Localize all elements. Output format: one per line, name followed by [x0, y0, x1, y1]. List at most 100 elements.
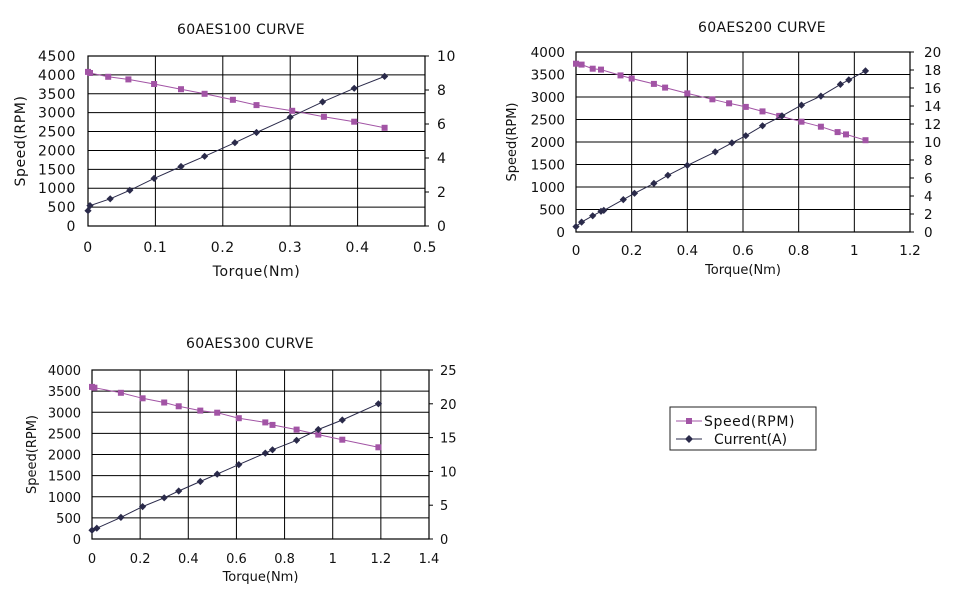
y2-tick-label: 15 — [440, 432, 457, 447]
current-point — [778, 112, 786, 120]
speed-point — [628, 75, 635, 82]
chart-60aes100: 60AES100 CURVE05001000150020002500300035… — [13, 22, 455, 280]
y2-tick-label: 14 — [924, 99, 941, 115]
y2-tick-label: 10 — [924, 135, 941, 151]
speed-point — [381, 124, 388, 131]
y2-tick-label: 10 — [440, 465, 457, 480]
x-axis-label: Torque(Nm) — [212, 264, 301, 280]
speed-point — [598, 66, 604, 73]
y-tick-label: 2000 — [531, 135, 565, 151]
x-tick-label: 0 — [572, 243, 581, 259]
y2-tick-label: 6 — [437, 117, 447, 133]
current-point — [589, 212, 597, 220]
current-point — [261, 449, 269, 457]
current-point — [836, 80, 844, 88]
x-tick-label: 0 — [88, 552, 96, 567]
speed-point — [726, 100, 733, 107]
y2-tick-label: 0 — [440, 533, 448, 548]
x-axis-label: Torque(Nm) — [704, 263, 781, 278]
current-point — [293, 436, 301, 444]
current-point — [86, 202, 94, 210]
y-tick-label: 2500 — [48, 427, 81, 442]
current-point — [235, 461, 243, 469]
y2-tick-label: 4 — [924, 189, 933, 205]
y-tick-label: 3500 — [531, 68, 565, 84]
y-tick-label: 1000 — [38, 181, 76, 197]
speed-point — [662, 84, 669, 91]
speed-point — [87, 70, 93, 76]
y-axis-label: Speed(RPM) — [25, 415, 40, 494]
legend: Speed(RPM) Current(A) — [669, 406, 817, 451]
legend-current-marker — [685, 435, 693, 443]
x-tick-label: 0.2 — [130, 552, 151, 567]
y-tick-label: 3500 — [48, 385, 81, 400]
current-point — [106, 195, 114, 203]
current-point — [619, 196, 627, 204]
plot-frame — [87, 55, 426, 227]
x-tick-label: 1.2 — [899, 243, 920, 259]
current-point — [201, 152, 209, 160]
legend-box — [669, 406, 817, 451]
y2-tick-label: 4 — [437, 151, 447, 167]
speed-point — [351, 118, 358, 125]
current-point — [319, 98, 327, 106]
x-tick-label: 1.2 — [371, 552, 392, 567]
speed-point — [650, 80, 657, 87]
speed-point — [139, 395, 146, 402]
current-point — [93, 524, 101, 532]
x-tick-label: 0.4 — [346, 240, 370, 256]
current-point — [268, 446, 277, 454]
y2-tick-label: 5 — [440, 499, 448, 514]
speed-point — [862, 137, 869, 144]
legend-current-label: Current(A) — [714, 432, 787, 448]
current-point — [817, 92, 825, 100]
legend-speed-label: Speed(RPM) — [704, 414, 795, 430]
x-tick-label: 0 — [83, 240, 93, 256]
current-point — [213, 470, 221, 478]
current-point — [578, 218, 586, 226]
y-tick-label: 2500 — [38, 125, 76, 141]
speed-point — [573, 60, 579, 67]
current-point — [861, 67, 870, 75]
plot-frame — [91, 369, 430, 540]
current-point — [711, 148, 719, 156]
speed-point — [742, 103, 749, 110]
speed-point — [834, 129, 841, 136]
y2-tick-label: 2 — [924, 207, 933, 223]
x-tick-label: 0.1 — [143, 240, 167, 256]
speed-point — [315, 431, 322, 438]
speed-point — [269, 421, 276, 428]
speed-point — [151, 81, 158, 87]
speed-point — [201, 90, 208, 97]
current-point — [139, 503, 147, 511]
current-point — [600, 206, 608, 214]
x-tick-label: 0.3 — [278, 240, 302, 256]
current-point — [117, 513, 125, 521]
x-tick-label: 0.6 — [226, 552, 247, 567]
y2-tick-label: 0 — [437, 219, 447, 235]
y2-tick-label: 20 — [924, 45, 941, 61]
speed-point — [759, 108, 766, 115]
current-point — [350, 84, 358, 92]
current-point — [630, 189, 639, 197]
y-tick-label: 2500 — [531, 113, 565, 129]
current-point — [797, 101, 806, 109]
y-tick-label: 500 — [539, 203, 565, 219]
series-line-current — [91, 403, 379, 531]
speed-point — [105, 73, 112, 80]
series-line-speed — [91, 386, 379, 448]
current-point — [252, 128, 261, 137]
chart-title: 60AES100 CURVE — [177, 22, 305, 38]
y-axis-label: Speed(RPM) — [13, 95, 29, 186]
y-tick-label: 4000 — [48, 364, 81, 379]
current-point — [88, 526, 96, 534]
current-point — [160, 494, 168, 502]
current-point — [374, 400, 383, 408]
current-point — [150, 174, 158, 182]
speed-point — [617, 72, 624, 79]
speed-point — [589, 65, 596, 72]
y-tick-label: 1500 — [48, 470, 81, 485]
legend-speed-marker — [686, 418, 692, 424]
speed-point — [817, 123, 824, 130]
y2-tick-label: 8 — [437, 83, 447, 99]
